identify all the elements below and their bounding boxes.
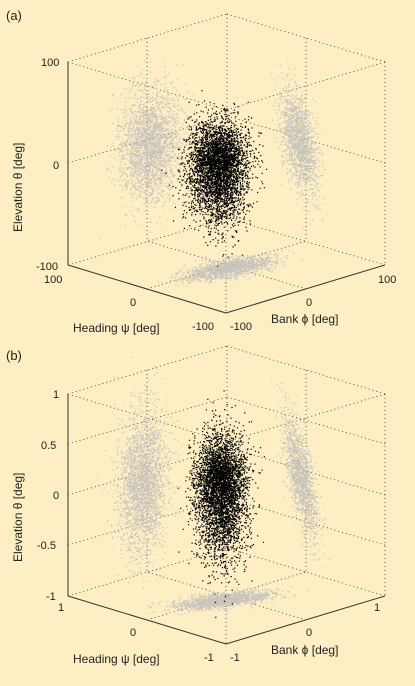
axes-a	[67, 62, 386, 314]
y-tick-b-1: 0	[306, 627, 312, 639]
y-tick-a-1: 0	[306, 297, 312, 309]
cloud-b-floor-points	[145, 583, 309, 616]
panel-label-a: (a)	[6, 8, 22, 23]
y-tick-a-0: -100	[230, 321, 252, 333]
z-tick-b-4: -1	[46, 591, 56, 603]
projection-bank-elevation-b	[271, 361, 331, 568]
projection-heading-elevation-b	[97, 356, 183, 603]
y-tick-b-0: -1	[230, 652, 240, 664]
x-tick-a-1: 0	[130, 297, 136, 309]
axes-b	[67, 394, 386, 645]
projection-bank-elevation-a	[270, 58, 329, 231]
scatter-cloud-b	[177, 390, 265, 618]
cloud-a-floor-points	[157, 247, 304, 288]
cloud-b-main-points	[177, 390, 265, 618]
chart-panel-a: (a)	[6, 8, 396, 335]
x-axis-label-a: Heading ψ [deg]	[73, 321, 160, 335]
cloud-a-left-points	[99, 55, 223, 250]
x-tick-a-2: -100	[192, 321, 214, 333]
x-axis-label-b: Heading ψ [deg]	[73, 652, 160, 666]
projection-heading-bank-a	[157, 247, 304, 288]
y-axis-label-b: Bank ϕ [deg]	[271, 643, 338, 657]
z-tick-b-3: -0.5	[37, 540, 56, 552]
projection-heading-elevation-a	[99, 55, 223, 250]
x-tick-b-0: 1	[58, 602, 64, 614]
x-tick-b-1: 0	[130, 627, 136, 639]
z-tick-b-1: 0.5	[41, 440, 56, 452]
y-tick-b-2: 1	[374, 602, 380, 614]
cloud-b-left-points	[97, 356, 183, 603]
y-axis-label-a: Bank ϕ [deg]	[271, 312, 338, 326]
x-tick-b-2: -1	[204, 652, 214, 664]
y-tick-a-2: 100	[378, 274, 396, 286]
z-tick-b-2: 0	[53, 490, 59, 502]
x-tick-a-0: 100	[44, 274, 62, 286]
z-axis-label-b: Elevation θ [deg]	[11, 473, 25, 562]
z-tick-a-0: 100	[41, 57, 59, 69]
panel-label-b: (b)	[6, 348, 22, 363]
z-tick-a-2: -100	[36, 261, 58, 273]
cloud-a-right-points	[270, 58, 329, 231]
z-tick-a-1: 0	[53, 160, 59, 172]
scatter-cloud-a	[161, 90, 268, 267]
z-tick-b-0: 1	[53, 389, 59, 401]
z-axis-label-a: Elevation θ [deg]	[11, 143, 25, 232]
cloud-b-right-points	[271, 361, 331, 568]
chart-panel-b: (b)	[6, 345, 386, 666]
cloud-a-main-points	[161, 90, 268, 267]
projection-heading-bank-b	[145, 583, 309, 616]
